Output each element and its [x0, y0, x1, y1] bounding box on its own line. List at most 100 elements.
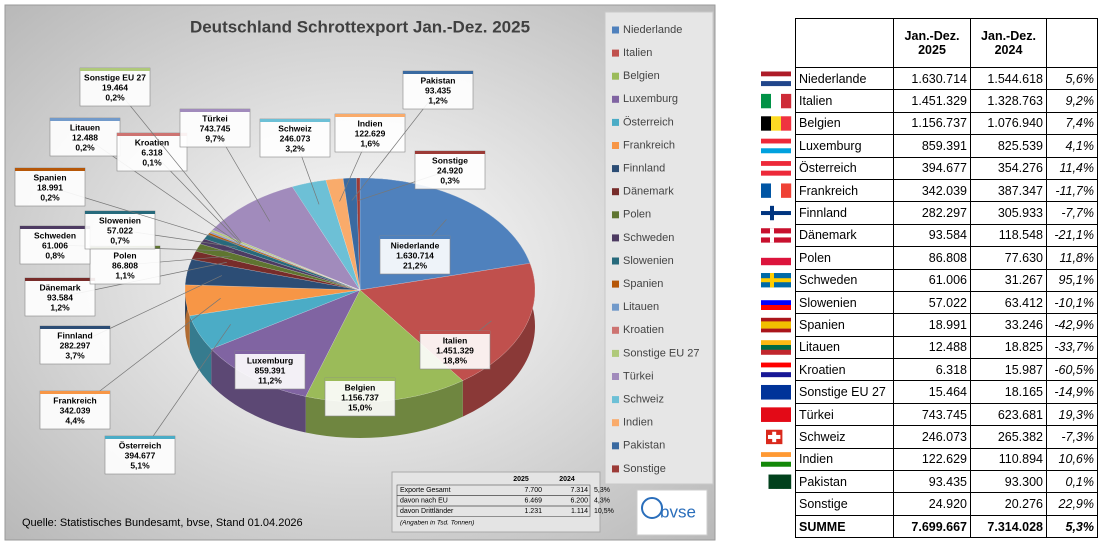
flag-part: [781, 116, 792, 131]
table-cell: 15.987: [970, 358, 1047, 382]
slice-value: 6.318: [141, 147, 163, 157]
table-row: Litauen 12.488 18.825 -33,7%: [795, 335, 1098, 360]
label-box: [89, 245, 161, 285]
flag-part: [771, 116, 782, 131]
legend-label: Niederlande: [623, 24, 682, 36]
table-row: Schweden 61.006 31.267 95,1%: [795, 268, 1098, 292]
summary-note: (Angaben in Tsd. Tonnen): [400, 520, 474, 527]
summary-cell: Exporte Gesamt: [400, 487, 451, 494]
slice-value: 342.039: [60, 405, 91, 415]
table-cell: 305.933: [970, 201, 1047, 225]
flag-part: [761, 116, 772, 131]
table-cell: 4,1%: [1046, 134, 1098, 158]
slice: [207, 232, 361, 291]
table-cell: Türkei: [795, 402, 894, 427]
flag-part: [761, 340, 791, 346]
slice: [291, 179, 361, 291]
flag-part: [761, 367, 791, 373]
slice: [195, 243, 361, 291]
table-cell: 93.584: [893, 223, 971, 248]
table-cell: Slowenien: [795, 290, 894, 315]
slice-value: 18.991: [37, 182, 63, 192]
flag-part: [771, 183, 782, 198]
table-cell: 246.073: [893, 425, 971, 449]
legend-swatch: [612, 280, 619, 288]
table-row: Belgien 1.156.737 1.076.940 7,4%: [795, 111, 1098, 136]
slice-percent: 1,6%: [360, 138, 380, 148]
slice: [211, 186, 361, 291]
table-cell: Kroatien: [795, 358, 894, 382]
slice-value: 394.677: [125, 450, 156, 460]
table-cell: 5,6%: [1046, 66, 1098, 91]
flag-column: [761, 71, 792, 489]
table-cell: 0,1%: [1046, 470, 1098, 494]
flag-part: [761, 257, 791, 266]
slice-percent: 15,0%: [348, 402, 373, 412]
table-cell: -10,1%: [1046, 290, 1098, 315]
table-cell: Sonstige EU 27: [795, 380, 894, 404]
flag-part: [761, 278, 791, 283]
table-row: Pakistan 93.435 93.300 0,1%: [795, 470, 1098, 494]
table-cell: Schweden: [795, 268, 894, 292]
table-cell: 354.276: [970, 156, 1047, 180]
legend-label: Indien: [623, 417, 653, 429]
header-cell: [795, 18, 894, 68]
summary-cell: davon Drittländer: [400, 508, 454, 515]
summary-cell: 1.231: [524, 508, 542, 515]
flag-part: [761, 81, 791, 87]
legend-label: Dänemark: [623, 186, 674, 198]
table-cell: 95,1%: [1046, 268, 1098, 292]
label-box: [39, 390, 111, 430]
legend-swatch: [612, 396, 619, 404]
slice-name: Schweden: [34, 230, 76, 240]
table-cell: Finnland: [795, 201, 894, 225]
table-cell: Indien: [795, 447, 894, 472]
table-row: Sonstige EU 27 15.464 18.165 -14,9%: [795, 380, 1098, 404]
flag-part: [761, 384, 791, 400]
table-cell: Sonstige: [795, 492, 894, 516]
label-color: [80, 68, 150, 71]
table-cell: Luxemburg: [795, 134, 894, 158]
label-box: [419, 330, 491, 370]
summary-table: 2025 2024 Exporte Gesamt 7.700 7.314 5,3% davo…: [391, 471, 614, 533]
table-cell: 12.488: [893, 335, 971, 360]
flag-part: [761, 170, 791, 176]
slice-percent: 4,4%: [65, 415, 85, 425]
slice-percent: 5,1%: [130, 460, 150, 470]
table-cell: -42,9%: [1046, 313, 1098, 337]
table-cell: 22,9%: [1046, 492, 1098, 516]
label-box: [402, 70, 474, 110]
table-cell: 10,6%: [1046, 447, 1098, 472]
table-row: Italien 1.451.329 1.328.763 9,2%: [795, 89, 1098, 113]
table-cell: 18.165: [970, 380, 1047, 404]
legend-swatch: [612, 442, 619, 450]
table-cell: 282.297: [893, 201, 971, 225]
flag-part: [761, 317, 791, 322]
label-color: [380, 236, 450, 239]
label-color: [325, 378, 395, 381]
slice-name: Kroatien: [135, 137, 169, 147]
summary-cell: 1.114: [571, 508, 588, 515]
slice-percent: 0,2%: [75, 142, 95, 152]
data-table: Jan.-Dez. 2025 Jan.-Dez. 2024 Niederlande 1…: [795, 18, 1098, 539]
flag-part: [761, 372, 791, 378]
slice-value: 19.464: [102, 82, 128, 92]
table-row: Luxemburg 859.391 825.539 4,1%: [795, 134, 1098, 158]
label-box: [104, 435, 176, 475]
slice-name: Litauen: [70, 122, 100, 132]
table-cell: 110.894: [970, 447, 1047, 472]
slice-side: [189, 315, 212, 385]
slice-side: [185, 284, 190, 352]
flag-part: [761, 461, 791, 467]
logo-icon: [641, 497, 663, 519]
label-color: [20, 226, 90, 229]
total-cell: 7.699.667: [893, 514, 971, 539]
table-cell: 1.630.714: [893, 66, 971, 91]
slice-name: Italien: [443, 335, 468, 345]
table-row: Indien 122.629 110.894 10,6%: [795, 447, 1098, 472]
flag-part: [761, 328, 791, 333]
header-cell: Jan.-Dez. 2024: [970, 18, 1047, 68]
table-row: Sonstige 24.920 20.276 22,9%: [795, 492, 1098, 516]
legend-label: Luxemburg: [623, 93, 678, 105]
